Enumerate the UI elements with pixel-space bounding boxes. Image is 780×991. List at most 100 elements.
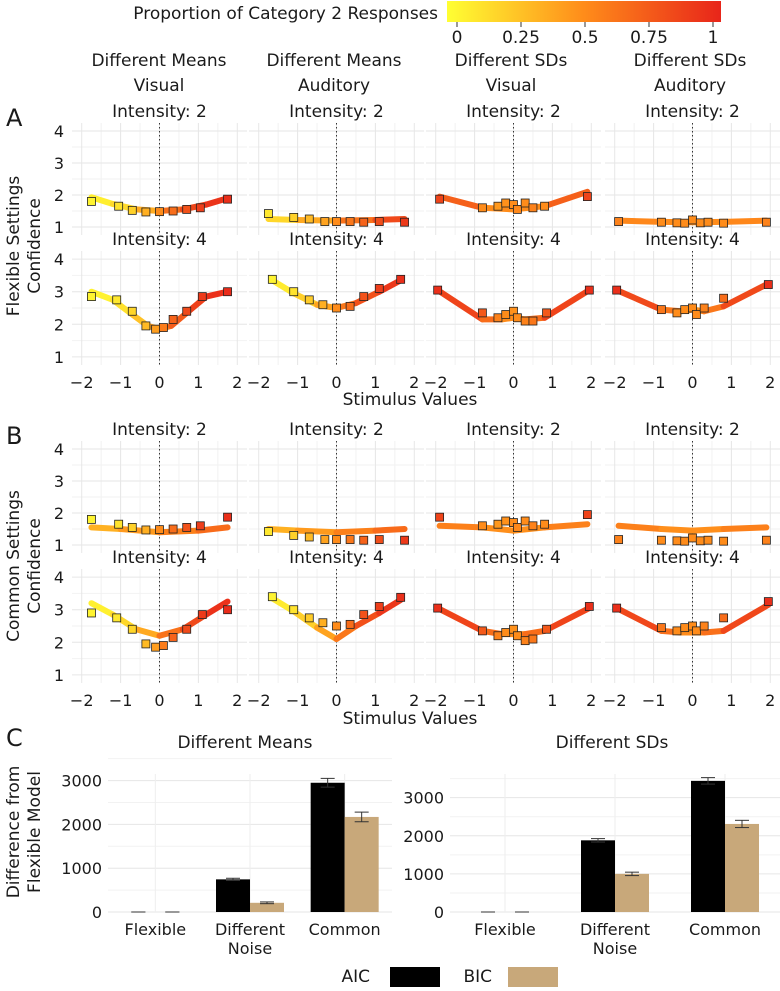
model-line-segment (88, 600, 116, 618)
y-tick-label: 4 (54, 122, 64, 141)
x-tick-label: −2 (70, 373, 94, 392)
facet-panel: Intensity: 2 (605, 102, 780, 235)
facet-panel: Intensity: 4 −2 −1 0 1 2 (603, 548, 780, 710)
data-point (703, 217, 713, 227)
data-point (396, 592, 406, 602)
data-point (672, 626, 682, 636)
x-tick-label: −1 (642, 691, 666, 710)
y-tick-label: 3 (54, 601, 64, 620)
data-point (477, 626, 487, 636)
y-tick-label: 1 (54, 536, 64, 555)
column-title-line1: Different SDs (634, 51, 747, 71)
colorbar-tick-label: 0.25 (502, 28, 540, 48)
data-point (195, 521, 205, 531)
facet-label: Intensity: 4 (289, 548, 384, 568)
y-tick-label: 2 (54, 186, 64, 205)
data-point (267, 592, 277, 602)
data-point (264, 527, 273, 536)
facet-label: Intensity: 4 (112, 548, 207, 568)
facet-panel: Intensity: 2 (426, 102, 601, 235)
model-line-segment (720, 217, 770, 225)
column-title-line2: Visual (134, 76, 185, 96)
column-title-line2: Auditory (298, 76, 370, 96)
model-line-segment (720, 524, 770, 532)
model-line-segment (133, 626, 163, 639)
data-point (699, 621, 709, 631)
colorbar-title: Proportion of Category 2 Responses (133, 4, 438, 24)
data-point (158, 641, 168, 650)
data-point (158, 323, 168, 332)
data-point (359, 535, 369, 545)
panel-label-b: B (6, 422, 22, 450)
data-point (182, 306, 192, 316)
model-line-segment (434, 287, 486, 323)
x-tick-label: 2 (586, 691, 596, 710)
model-line-segment (541, 188, 591, 210)
bar-chart: Different SDs 0 1000 2000 3000 Flexible Differ… (403, 733, 780, 958)
data-point (582, 510, 592, 520)
colorbar (447, 1, 721, 22)
data-point (223, 605, 232, 615)
data-point (699, 303, 709, 313)
x-tick-label: 2 (409, 691, 419, 710)
column-title-line2: Auditory (654, 76, 726, 96)
panel-label-c: C (6, 724, 23, 752)
y-label-flexible-2: Confidence (25, 198, 45, 294)
data-point (719, 218, 729, 228)
column-title-line1: Different Means (91, 51, 226, 71)
facet-panel: Intensity: 4 1 2 3 4 −2 −1 0 1 2 (54, 548, 247, 710)
x-tick-label: 2 (765, 691, 775, 710)
data-point (680, 623, 690, 633)
x-tick-label: −1 (463, 691, 487, 710)
facet-label: Intensity: 2 (289, 420, 384, 440)
data-point (87, 515, 96, 524)
model-line-segment (203, 598, 231, 618)
data-point (433, 603, 443, 613)
data-point (672, 536, 682, 546)
data-point (501, 628, 511, 637)
data-point (127, 306, 137, 316)
bar-y-tick-label: 2000 (61, 815, 102, 834)
data-point (320, 217, 330, 226)
facet-label: Intensity: 2 (112, 102, 207, 122)
data-point (195, 203, 205, 213)
facet-panel: Intensity: 4 −2 −1 0 1 2 (247, 230, 424, 392)
bar-category-label: Common (689, 920, 761, 939)
data-point (435, 194, 445, 204)
model-line-segment (615, 217, 665, 225)
y-tick-label: 4 (54, 250, 64, 269)
bar-y-tick-label: 3000 (61, 772, 102, 791)
panel-label-a: A (6, 104, 23, 132)
data-point (396, 274, 406, 284)
model-line-segment (352, 609, 383, 629)
data-point (127, 624, 137, 634)
data-point (695, 536, 705, 546)
data-point (493, 631, 503, 641)
y-label-flexible-1: Flexible Settings (4, 176, 24, 317)
data-point (289, 605, 299, 615)
x-tick-label: −2 (247, 373, 271, 392)
data-point (182, 624, 192, 634)
x-tick-label: 2 (409, 373, 419, 392)
data-point (114, 201, 124, 211)
data-point (345, 301, 355, 311)
x-tick-label: 1 (193, 373, 203, 392)
model-line-segment (434, 605, 486, 634)
x-tick-label: −2 (603, 373, 627, 392)
model-line-segment (541, 521, 591, 531)
data-point (528, 203, 538, 213)
x-tick-label: 0 (508, 373, 518, 392)
facet-label: Intensity: 2 (112, 420, 207, 440)
data-point (656, 535, 666, 545)
data-point (332, 303, 341, 313)
model-line-segment (436, 193, 486, 211)
model-line-segment (265, 526, 301, 534)
x-tick-label: −1 (109, 691, 133, 710)
data-point (688, 215, 697, 225)
data-point (197, 292, 207, 302)
data-point (719, 613, 729, 623)
data-point (267, 274, 277, 284)
